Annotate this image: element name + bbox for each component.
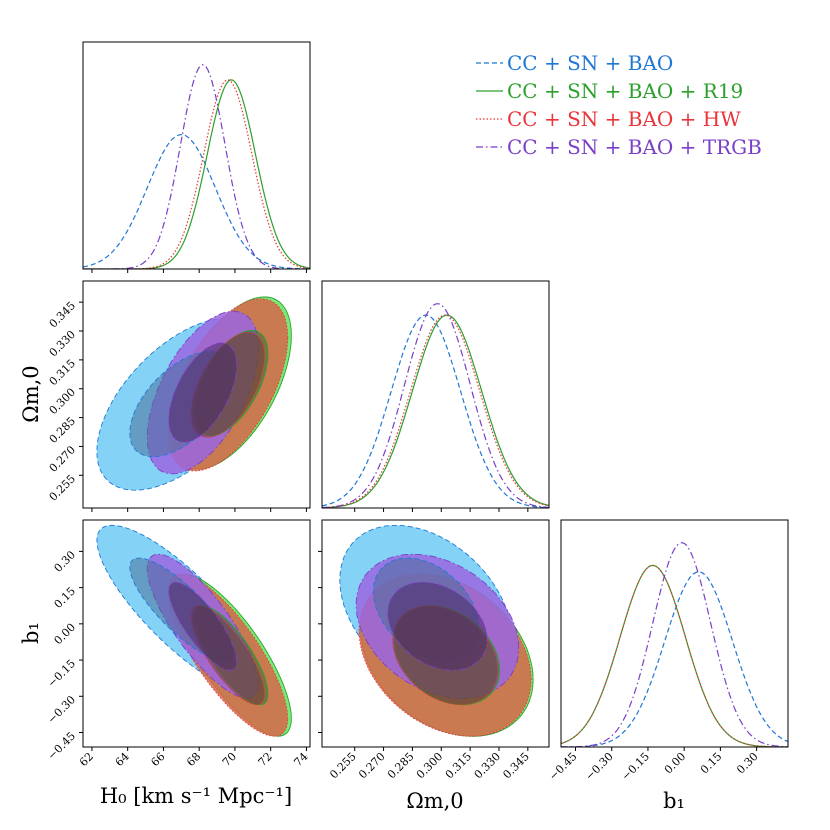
marginal-H0-series-3 bbox=[83, 79, 310, 269]
xlabel-b1: b₁ bbox=[663, 789, 685, 813]
panel-b1-vs-Om bbox=[339, 524, 534, 737]
contour-1sigma-H0-b1-series-4 bbox=[168, 581, 238, 671]
xtick-label-Om-1: 0.270 bbox=[356, 750, 387, 781]
xtick-label-b1-0: −0.45 bbox=[547, 750, 580, 783]
xtick-label-b1-5: 0.30 bbox=[734, 750, 761, 777]
xtick-label-Om-3: 0.300 bbox=[414, 750, 445, 781]
panel-b1-marginal bbox=[561, 542, 788, 747]
xtick-label-Om-6: 0.345 bbox=[500, 750, 531, 781]
xtick-label-H0-3: 68 bbox=[184, 750, 203, 769]
ytick-label-b1-3: 0.00 bbox=[52, 621, 79, 648]
xtick-label-H0-6: 74 bbox=[291, 750, 310, 769]
xtick-label-Om-5: 0.330 bbox=[472, 750, 503, 781]
xtick-label-Om-4: 0.315 bbox=[443, 750, 474, 781]
marginal-b1-series-3 bbox=[561, 564, 788, 747]
ytick-label-Om-5: 0.330 bbox=[47, 328, 78, 359]
ytick-label-b1-5: 0.30 bbox=[52, 548, 79, 575]
ytick-label-b1-4: 0.15 bbox=[52, 585, 79, 612]
marginal-H0-series-4 bbox=[83, 64, 310, 269]
ytick-label-Om-4: 0.315 bbox=[47, 357, 78, 388]
marginal-Om-series-3 bbox=[322, 314, 549, 508]
marginal-H0-series-1 bbox=[83, 133, 310, 269]
frame-b1-vs-Om bbox=[321, 519, 550, 748]
marginal-b1-series-4 bbox=[561, 542, 788, 747]
contour-1sigma-H0-Om-series-4 bbox=[168, 342, 238, 443]
ytick-label-Om-1: 0.270 bbox=[47, 443, 78, 474]
legend: CC + SN + BAO CC + SN + BAO + R19 CC + S… bbox=[476, 51, 762, 159]
legend-entry-4: CC + SN + BAO + TRGB bbox=[476, 135, 762, 159]
ytick-label-Om-3: 0.300 bbox=[47, 386, 78, 417]
marginal-Om-series-4 bbox=[322, 303, 549, 508]
ytick-label-Om-0: 0.255 bbox=[47, 472, 78, 503]
legend-label-1: CC + SN + BAO bbox=[507, 51, 673, 75]
marginal-H0-series-2 bbox=[83, 79, 310, 269]
ytick-label-Om-2: 0.285 bbox=[47, 415, 78, 446]
legend-label-4: CC + SN + BAO + TRGB bbox=[507, 135, 762, 159]
legend-label-3: CC + SN + BAO + HW bbox=[507, 107, 741, 131]
legend-entry-2: CC + SN + BAO + R19 bbox=[476, 79, 743, 103]
ylabel-Om: Ωm,0 bbox=[19, 365, 43, 422]
frame-Om-marginal bbox=[321, 280, 550, 509]
xtick-label-H0-4: 70 bbox=[220, 750, 239, 769]
marginal-Om-series-1 bbox=[322, 314, 549, 508]
contour-1sigma-Om-b1-series-4 bbox=[387, 581, 488, 671]
legend-entry-1: CC + SN + BAO bbox=[476, 51, 673, 75]
ytick-label-Om-6: 0.345 bbox=[47, 299, 78, 330]
ytick-label-b1-1: −0.30 bbox=[45, 693, 78, 726]
panel-Om-vs-H0 bbox=[96, 296, 292, 491]
frame-Om-vs-H0 bbox=[82, 280, 311, 509]
xtick-label-b1-2: −0.15 bbox=[619, 750, 652, 783]
xlabel-H0: H₀ [km s⁻¹ Mpc⁻¹] bbox=[100, 784, 292, 808]
ytick-label-b1-2: −0.15 bbox=[45, 657, 78, 690]
xtick-label-Om-0: 0.255 bbox=[327, 750, 358, 781]
xtick-label-H0-2: 66 bbox=[148, 750, 167, 769]
xtick-label-H0-5: 72 bbox=[256, 750, 275, 769]
xtick-label-b1-3: 0.00 bbox=[662, 750, 689, 777]
xtick-label-b1-4: 0.15 bbox=[698, 750, 725, 777]
legend-entry-3: CC + SN + BAO + HW bbox=[476, 107, 741, 131]
xtick-label-Om-2: 0.285 bbox=[385, 750, 416, 781]
ytick-label-b1-0: −0.45 bbox=[45, 729, 78, 762]
frame-b1-vs-H0 bbox=[82, 519, 311, 748]
frame-b1-marginal bbox=[560, 519, 789, 748]
panel-b1-vs-H0 bbox=[96, 524, 292, 737]
marginal-b1-series-2 bbox=[561, 564, 788, 747]
xtick-label-b1-1: −0.30 bbox=[583, 750, 616, 783]
xlabel-Om: Ωm,0 bbox=[406, 789, 463, 813]
marginal-Om-series-2 bbox=[322, 314, 549, 508]
frame-H0-marginal bbox=[82, 41, 311, 270]
panel-H0-marginal bbox=[83, 64, 310, 269]
panel-Om-marginal bbox=[322, 303, 549, 508]
xtick-label-H0-1: 64 bbox=[113, 750, 132, 769]
xtick-label-H0-0: 62 bbox=[77, 750, 96, 769]
ylabel-b1: b₁ bbox=[19, 622, 43, 644]
marginal-b1-series-1 bbox=[561, 571, 788, 747]
legend-label-2: CC + SN + BAO + R19 bbox=[507, 79, 743, 103]
